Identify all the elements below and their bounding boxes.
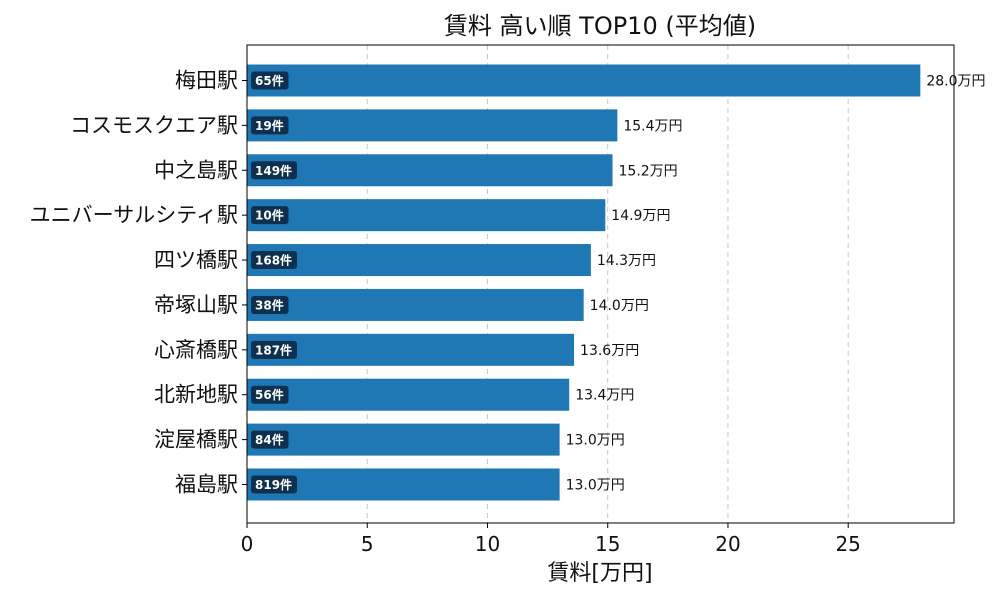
bar [247,423,560,456]
x-tick-label: 20 [715,532,740,556]
y-tick-label: 淀屋橋駅 [154,428,238,452]
y-tick-label: ユニバーサルシティ駅 [30,203,238,227]
bar [247,64,921,97]
bar [247,378,570,411]
x-tick-label: 0 [241,532,254,556]
count-badge-text: 65件 [255,73,284,88]
x-tick-label: 10 [475,532,500,556]
count-badge [251,251,297,270]
chart-title: 賃料 高い順 TOP10 (平均値) [444,12,756,40]
count-badge [251,385,289,404]
y-tick-labels: 梅田駅コスモスクエア駅中之島駅ユニバーサルシティ駅四ツ橋駅帝塚山駅心斎橋駅北新地… [30,69,247,497]
bars [247,64,921,501]
x-tick-label: 25 [835,532,860,556]
value-label: 13.6万円 [580,343,639,359]
count-badge-text: 84件 [255,432,284,447]
count-badge-text: 149件 [255,163,292,178]
value-label: 15.2万円 [619,163,678,179]
x-tick-labels: 0 5 10 15 20 25 [241,523,861,556]
count-badge [251,116,289,135]
y-tick-label: 北新地駅 [154,383,238,407]
value-label: 13.0万円 [566,433,625,449]
x-axis-label: 賃料[万円] [547,561,652,586]
count-badge [251,430,289,449]
y-tick-label: 心斎橋駅 [154,338,238,362]
value-label: 14.0万円 [590,298,649,314]
count-badge-text: 168件 [255,253,292,268]
count-badge-text: 19件 [255,118,284,133]
y-tick-label: 帝塚山駅 [154,293,238,317]
y-tick-label: 四ツ橋駅 [154,248,238,272]
count-badge-text: 56件 [255,387,284,402]
value-label: 14.3万円 [597,253,656,269]
count-badge [251,71,289,90]
y-tick-label: 中之島駅 [154,158,238,182]
value-labels: 28.0万円 15.4万円 15.2万円 14.9万円 14.3万円 14.0万円 13.6… [566,74,986,494]
count-badge [251,206,289,225]
bar [247,468,560,501]
count-badge-text: 819件 [255,477,292,492]
count-badges: 65件 19件 149件 10件 168件 38件 187件 56件 84件 819件 [251,71,297,494]
count-badge-text: 10件 [255,208,284,223]
x-tick-label: 15 [595,532,620,556]
bar [247,199,606,232]
value-label: 15.4万円 [623,118,682,134]
bar [247,244,591,277]
count-badge [251,340,297,359]
bar [247,333,575,366]
count-badge-text: 187件 [255,342,292,357]
count-badge-text: 38件 [255,297,284,312]
value-label: 13.0万円 [566,478,625,494]
count-badge [251,295,289,314]
count-badge [251,475,297,494]
bar [247,109,618,142]
count-badge [251,161,297,180]
y-tick-label: コスモスクエア駅 [70,113,238,137]
value-label: 28.0万円 [926,74,985,90]
value-label: 13.4万円 [575,388,634,404]
y-tick-label: 梅田駅 [175,69,238,93]
value-label: 14.9万円 [611,208,670,224]
plot-frame [246,44,955,524]
y-tick-label: 福島駅 [175,473,238,497]
x-tick-label: 5 [361,532,374,556]
bar [247,154,613,187]
bar [247,288,584,321]
